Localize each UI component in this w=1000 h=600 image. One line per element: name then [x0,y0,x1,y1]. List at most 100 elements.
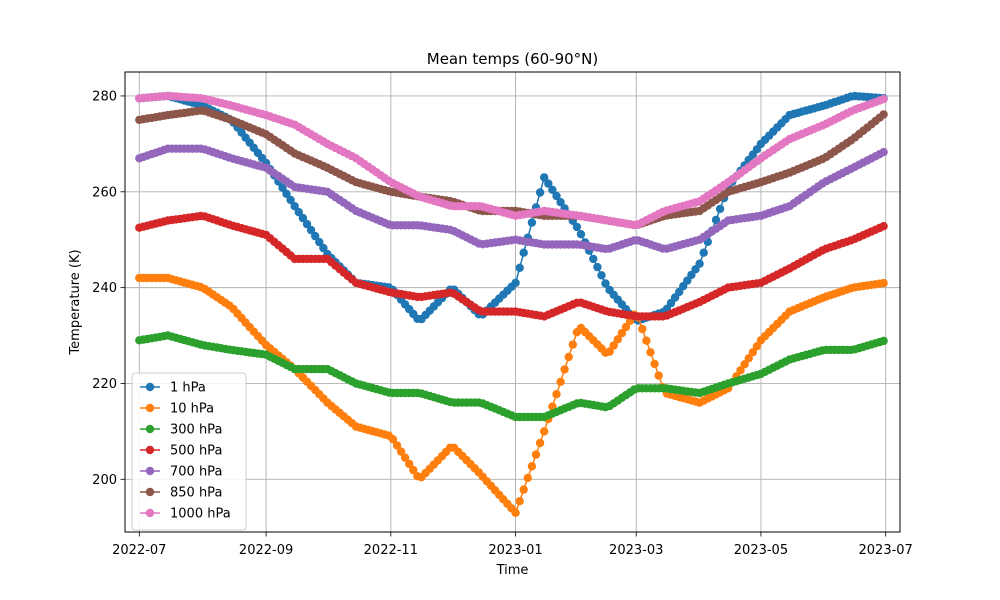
legend-marker [145,508,155,518]
chart-title: Mean temps (60-90°N) [427,50,598,68]
data-point [392,441,402,450]
x-tick-label: 2023-03 [609,543,663,558]
plot-frame [124,71,901,533]
data-point [548,185,557,194]
legend-item: 700 hPa [140,465,222,480]
data-point [306,225,316,235]
legend-box [131,372,247,531]
legend-item: 10 hPa [140,402,214,417]
y-tick-label: 260 [92,185,117,200]
legend-item: 1000 hPa [140,507,231,522]
data-point [519,485,528,494]
data-point [523,473,532,483]
legend-item: 500 hPa [140,444,222,459]
data-point [535,188,545,197]
data-point [568,340,577,349]
series-500-hpa [135,211,888,321]
legend-marker [145,466,155,476]
data-point [531,450,541,459]
data-point [302,219,312,229]
y-tick-label: 280 [92,89,117,104]
x-tick-label: 2023-05 [734,543,788,558]
legend-label: 300 hPa [170,423,222,438]
data-point [511,508,520,517]
data-point [564,352,573,362]
data-point [695,259,704,268]
legend: 1 hPa 10 hPa 300 hPa 500 hPa 700 hPa 850 hPa 1… [131,372,247,531]
data-point [552,191,561,201]
data-point [711,215,721,225]
legend-marker [145,487,155,497]
data-point [576,230,586,239]
legend-label: 1 hPa [170,381,206,396]
data-point [879,147,888,157]
data-point [736,366,745,375]
data-point [519,248,528,257]
series-300-hpa [135,331,888,422]
data-point [744,354,753,363]
data-point [752,342,762,351]
data-point [572,222,582,232]
data-point [879,222,888,231]
data-point [409,465,418,475]
legend-marker [145,424,155,434]
data-point [593,262,602,272]
data-point [556,198,565,207]
data-point [560,365,569,374]
data-point [400,453,410,462]
data-point [286,195,295,205]
data-point [740,360,749,369]
data-point [621,322,631,332]
data-point [511,278,520,287]
data-point [638,324,647,334]
data-point [601,279,610,288]
data-point [556,377,565,386]
data-point [605,347,614,356]
legend-item: 300 hPa [140,423,222,438]
x-tick-label: 2023-01 [488,543,542,558]
data-point [879,110,888,119]
y-tick-label: 220 [92,377,117,392]
legend-marker [145,403,155,413]
data-point [654,371,663,380]
data-point [748,348,757,357]
data-point [282,189,291,198]
data-point [540,173,549,182]
data-point [298,213,308,223]
data-point [278,183,287,192]
series-700-hpa [135,144,888,254]
data-point [642,336,651,345]
data-point [879,94,888,104]
legend-label: 500 hPa [170,444,222,459]
x-tick-label: 2022-11 [364,543,418,558]
data-point [617,328,627,338]
legend-marker [145,445,155,455]
series-1000-hpa [135,91,888,230]
data-point [515,263,524,272]
x-axis-title: Time [496,563,529,578]
data-point [315,237,324,247]
data-point [715,204,725,214]
data-point [535,438,545,448]
series-group [135,91,888,517]
data-point [552,390,561,399]
legend-label: 1000 hPa [170,507,231,522]
legend-label: 700 hPa [170,465,222,480]
data-point [646,348,655,357]
x-tick-label: 2022-07 [112,543,166,558]
y-tick-label: 200 [92,473,117,488]
data-point [597,271,606,280]
data-point [879,336,888,346]
legend-label: 10 hPa [170,402,214,417]
data-point [613,335,622,344]
data-point [544,179,553,188]
data-point [589,254,598,264]
data-point [311,231,320,241]
x-tick-label: 2023-07 [859,543,913,558]
legend-label: 850 hPa [170,486,222,501]
x-tick-label: 2022-09 [239,543,293,558]
data-point [515,497,524,506]
data-point [319,243,328,253]
